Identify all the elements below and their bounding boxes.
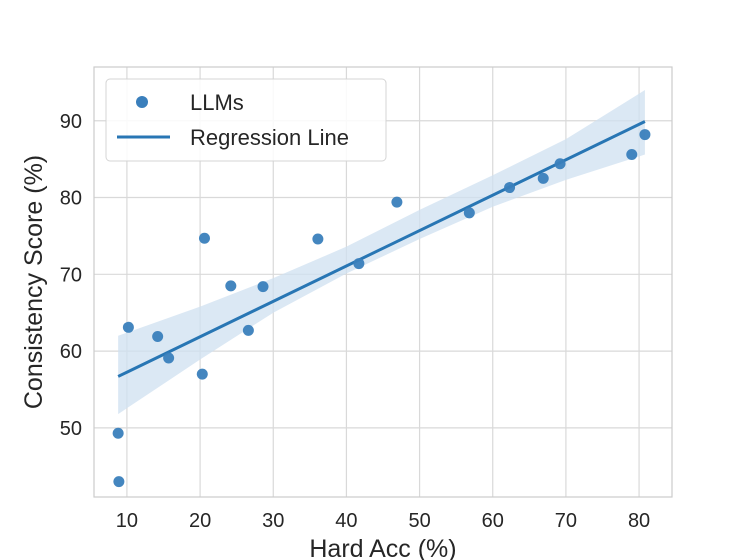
data-point [353,258,365,270]
x-tick-labels: 10 20 30 40 50 60 70 80 [116,510,650,532]
data-point [198,232,210,244]
data-point [196,368,208,380]
legend-label-llms: LLMs [190,90,244,115]
data-point [225,280,237,292]
data-point [391,196,403,208]
data-point [463,207,475,219]
legend-box [105,78,387,162]
y-tick-label: 90 [60,111,82,133]
data-point [554,158,566,170]
x-axis-label: Hard Acc (%) [309,535,456,560]
y-tick-label: 60 [60,341,82,363]
data-point [639,129,651,141]
y-axis-label: Consistency Score (%) [20,155,48,409]
x-tick-label: 60 [482,510,504,532]
y-tick-label: 50 [60,418,82,440]
y-tick-label: 70 [60,264,82,286]
scatter-points-layer [112,129,651,488]
data-point [163,352,175,364]
legend-marker-llms [136,96,148,108]
y-tick-labels: 50 60 70 80 90 [60,111,82,440]
data-point [504,182,516,194]
legend-label-regression: Regression Line [190,125,349,150]
data-point [537,172,549,184]
x-tick-label: 50 [408,510,430,532]
data-point [152,331,164,343]
x-tick-label: 40 [335,510,357,532]
x-tick-label: 70 [555,510,577,532]
confidence-band-layer [118,90,645,415]
x-tick-label: 20 [189,510,211,532]
x-tick-label: 30 [262,510,284,532]
confidence-band [118,90,645,415]
data-point [122,321,134,333]
y-tick-label: 80 [60,188,82,210]
data-point [112,427,124,439]
x-tick-label: 80 [628,510,650,532]
data-point [257,281,269,293]
legend: LLMs Regression Line [105,78,387,162]
x-tick-label: 10 [116,510,138,532]
data-point [312,233,324,245]
plot-frame [93,66,673,498]
data-point [113,476,125,488]
data-point [242,324,254,336]
data-point [626,149,638,161]
